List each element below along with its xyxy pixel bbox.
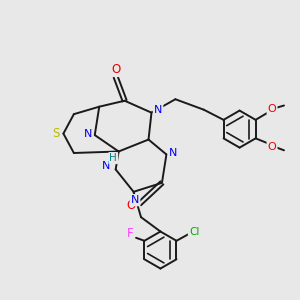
- Text: O: O: [111, 63, 120, 76]
- Text: O: O: [268, 104, 276, 114]
- Text: N: N: [154, 105, 162, 115]
- Text: H: H: [110, 153, 117, 163]
- Text: N: N: [84, 129, 92, 139]
- Text: O: O: [268, 142, 276, 152]
- Text: N: N: [102, 161, 110, 171]
- Text: N: N: [169, 148, 177, 158]
- Text: Cl: Cl: [189, 227, 199, 237]
- Text: N: N: [131, 195, 139, 205]
- Text: S: S: [52, 127, 60, 140]
- Text: O: O: [127, 199, 136, 212]
- Text: F: F: [127, 227, 134, 240]
